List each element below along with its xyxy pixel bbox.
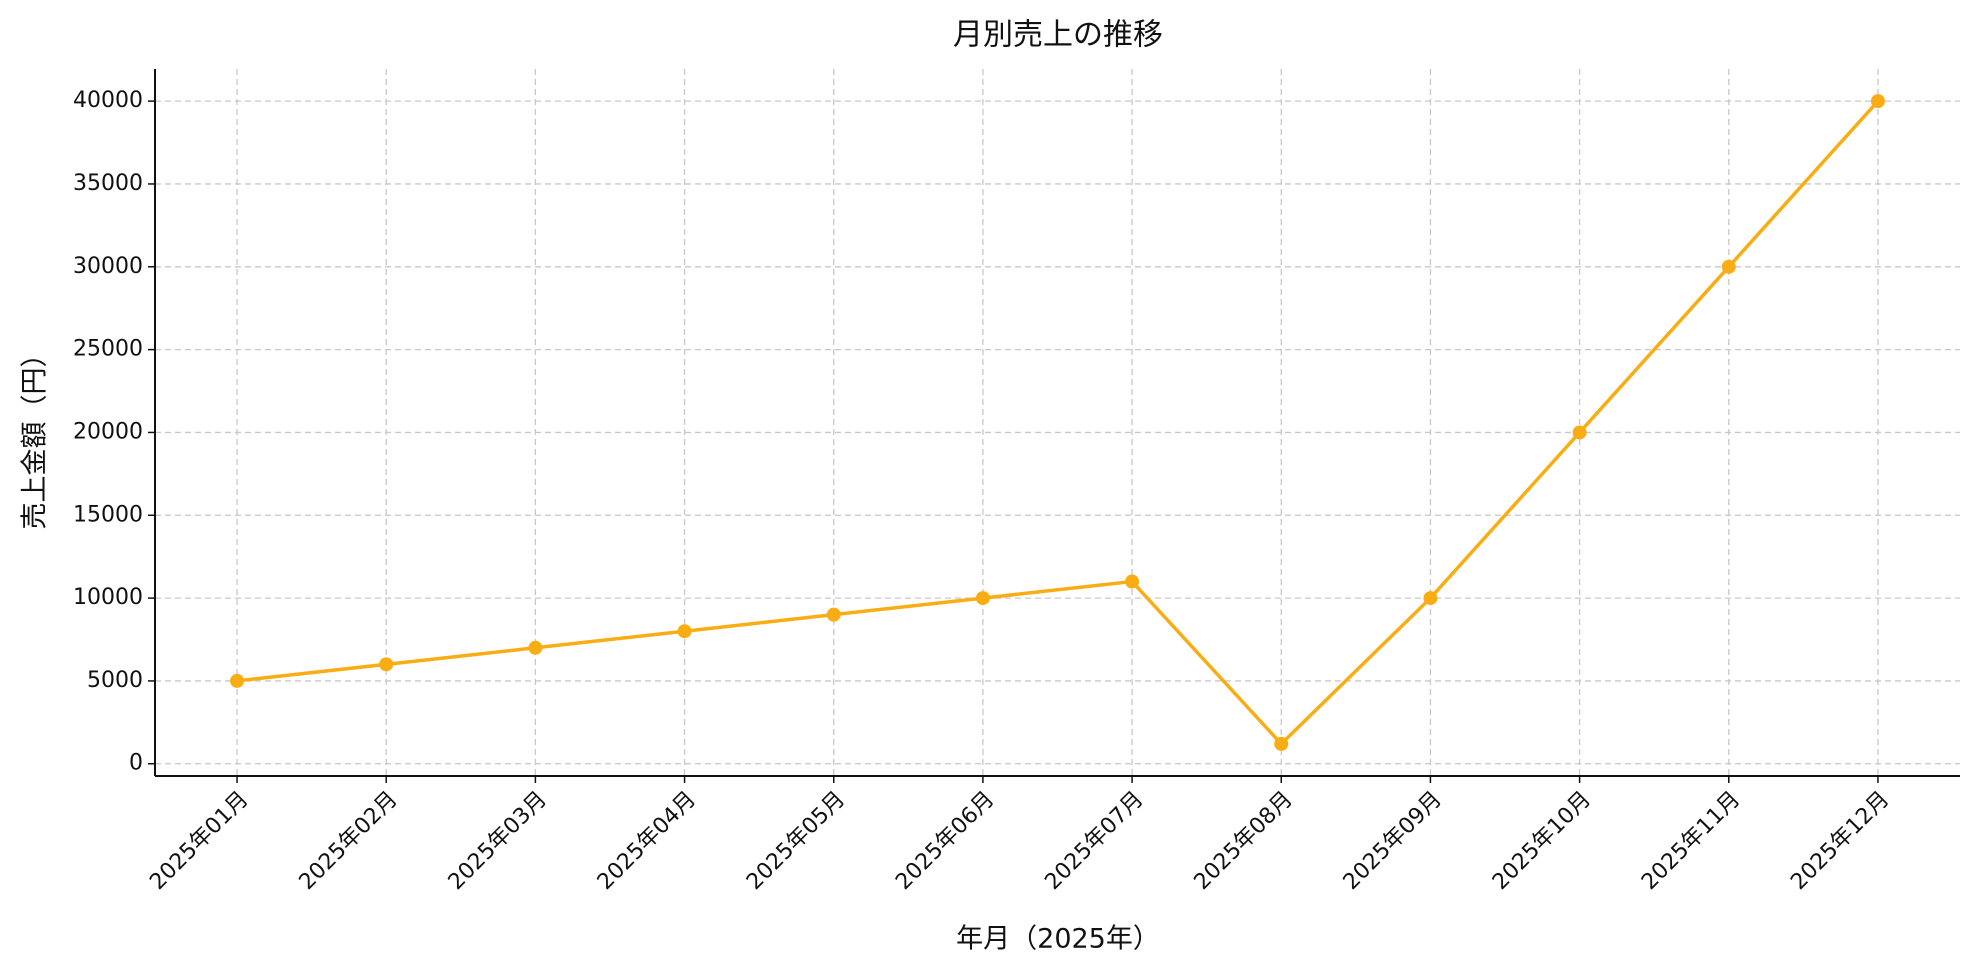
x-tick-label: 2025年09月 [1339,787,1447,895]
data-point [1870,94,1885,109]
x-tick-label: 2025年07月 [1040,787,1148,895]
data-point [1125,574,1140,589]
x-tick-label: 2025年04月 [593,787,701,895]
y-tick-label: 5000 [87,668,143,693]
x-tick-label: 2025年02月 [295,787,403,895]
data-point [1721,259,1736,274]
x-axis-label: 年月（2025年） [956,924,1160,955]
data-point [379,657,394,672]
data-point [826,607,841,622]
x-tick-label: 2025年10月 [1488,787,1596,895]
chart-title: 月別売上の推移 [953,18,1163,53]
x-tick-label: 2025年12月 [1786,787,1894,895]
data-point [1274,736,1289,751]
x-tick-label: 2025年08月 [1190,787,1298,895]
y-tick-label: 0 [129,751,143,776]
x-tick-label: 2025年01月 [145,787,253,895]
y-tick-label: 25000 [73,337,143,362]
y-axis-label: 売上金額（円） [20,341,51,530]
y-tick-label: 15000 [73,502,143,527]
y-tick-label: 30000 [73,254,143,279]
data-point [230,673,245,688]
data-point [1423,591,1438,606]
x-tick-label: 2025年05月 [742,787,850,895]
x-tick-label: 2025年06月 [891,787,999,895]
data-point [528,640,543,655]
data-point [975,591,990,606]
data-point [677,624,692,639]
y-tick-label: 10000 [73,585,143,610]
y-tick-label: 35000 [73,171,143,196]
y-tick-label: 40000 [73,88,143,113]
data-point [1572,425,1587,440]
x-tick-label: 2025年11月 [1637,787,1745,895]
x-tick-label: 2025年03月 [444,787,552,895]
data-line [236,99,1880,747]
y-tick-label: 20000 [73,419,143,444]
